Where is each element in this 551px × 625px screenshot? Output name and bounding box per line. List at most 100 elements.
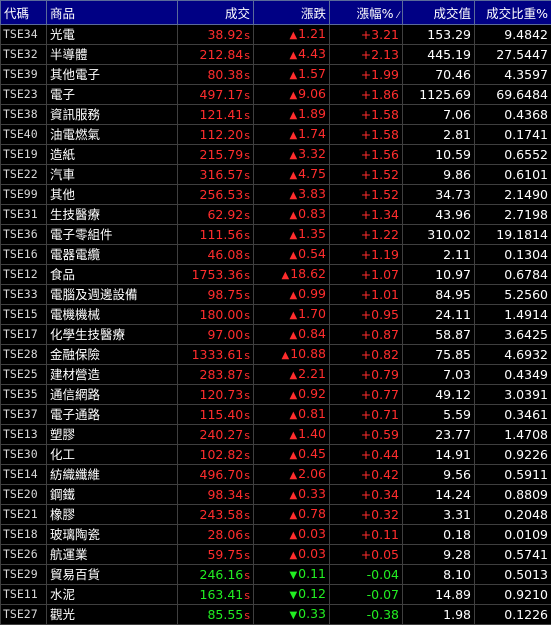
cell-price: 163.41s (178, 585, 254, 605)
col-header-pct[interactable]: 漲幅%⁄ (330, 1, 403, 25)
up-arrow-icon: ▲ (289, 110, 297, 121)
up-arrow-icon: ▲ (289, 390, 297, 401)
cell-change: ▲3.32 (254, 145, 330, 165)
simulated-flag: s (244, 129, 250, 142)
cell-code: TSE17 (1, 325, 47, 345)
cell-change: ▲1.21 (254, 25, 330, 45)
cell-code: TSE11 (1, 585, 47, 605)
col-header-name[interactable]: 商品 (47, 1, 178, 25)
simulated-flag: s (244, 149, 250, 162)
simulated-flag: s (244, 209, 250, 222)
cell-name: 資訊服務 (47, 105, 178, 125)
up-arrow-icon: ▲ (289, 510, 297, 521)
cell-change: ▲2.06 (254, 465, 330, 485)
cell-volume: 23.77 (403, 425, 475, 445)
price-value: 85.55 (207, 607, 243, 622)
change-value: 1.89 (298, 106, 326, 121)
col-header-change[interactable]: 漲跌 (254, 1, 330, 25)
cell-change: ▲1.40 (254, 425, 330, 445)
price-value: 80.38 (207, 67, 243, 82)
cell-code: TSE33 (1, 285, 47, 305)
cell-price: 38.92s (178, 25, 254, 45)
cell-price: 1333.61s (178, 345, 254, 365)
cell-ratio: 5.2560 (475, 285, 551, 305)
simulated-flag: s (244, 69, 250, 82)
price-value: 59.75 (207, 547, 243, 562)
cell-change: ▲18.62 (254, 265, 330, 285)
cell-ratio: 1.4914 (475, 305, 551, 325)
cell-ratio: 27.5447 (475, 45, 551, 65)
cell-ratio: 1.4708 (475, 425, 551, 445)
price-value: 38.92 (207, 27, 243, 42)
col-header-price[interactable]: 成交 (178, 1, 254, 25)
col-header-volume[interactable]: 成交值 (403, 1, 475, 25)
price-value: 212.84 (200, 47, 244, 62)
cell-code: TSE99 (1, 185, 47, 205)
cell-name: 生技醫療 (47, 205, 178, 225)
price-value: 163.41 (200, 587, 244, 602)
cell-change: ▼0.33 (254, 605, 330, 625)
cell-price: 497.17s (178, 85, 254, 105)
simulated-flag: s (244, 249, 250, 262)
price-value: 1753.36 (192, 267, 244, 282)
col-header-ratio[interactable]: 成交比重% (475, 1, 551, 25)
up-arrow-icon: ▲ (289, 330, 297, 341)
cell-code: TSE23 (1, 85, 47, 105)
cell-code: TSE38 (1, 105, 47, 125)
cell-ratio: 0.6552 (475, 145, 551, 165)
change-value: 9.06 (298, 86, 326, 101)
change-value: 0.33 (298, 486, 326, 501)
up-arrow-icon: ▲ (289, 550, 297, 561)
cell-change: ▲0.81 (254, 405, 330, 425)
simulated-flag: s (244, 449, 250, 462)
cell-ratio: 0.3461 (475, 405, 551, 425)
cell-volume: 153.29 (403, 25, 475, 45)
cell-change: ▲0.33 (254, 485, 330, 505)
simulated-flag: s (244, 169, 250, 182)
cell-volume: 7.06 (403, 105, 475, 125)
cell-change: ▲3.83 (254, 185, 330, 205)
cell-change: ▲4.43 (254, 45, 330, 65)
cell-ratio: 69.6484 (475, 85, 551, 105)
cell-volume: 5.59 (403, 405, 475, 425)
cell-code: TSE40 (1, 125, 47, 145)
change-value: 1.35 (298, 226, 326, 241)
cell-name: 電子零組件 (47, 225, 178, 245)
simulated-flag: s (244, 429, 250, 442)
up-arrow-icon: ▲ (282, 350, 290, 361)
col-header-code[interactable]: 代碼 (1, 1, 47, 25)
price-value: 121.41 (200, 107, 244, 122)
sort-descending-icon[interactable]: ⁄ (397, 11, 399, 21)
cell-volume: 310.02 (403, 225, 475, 245)
change-value: 0.99 (298, 286, 326, 301)
